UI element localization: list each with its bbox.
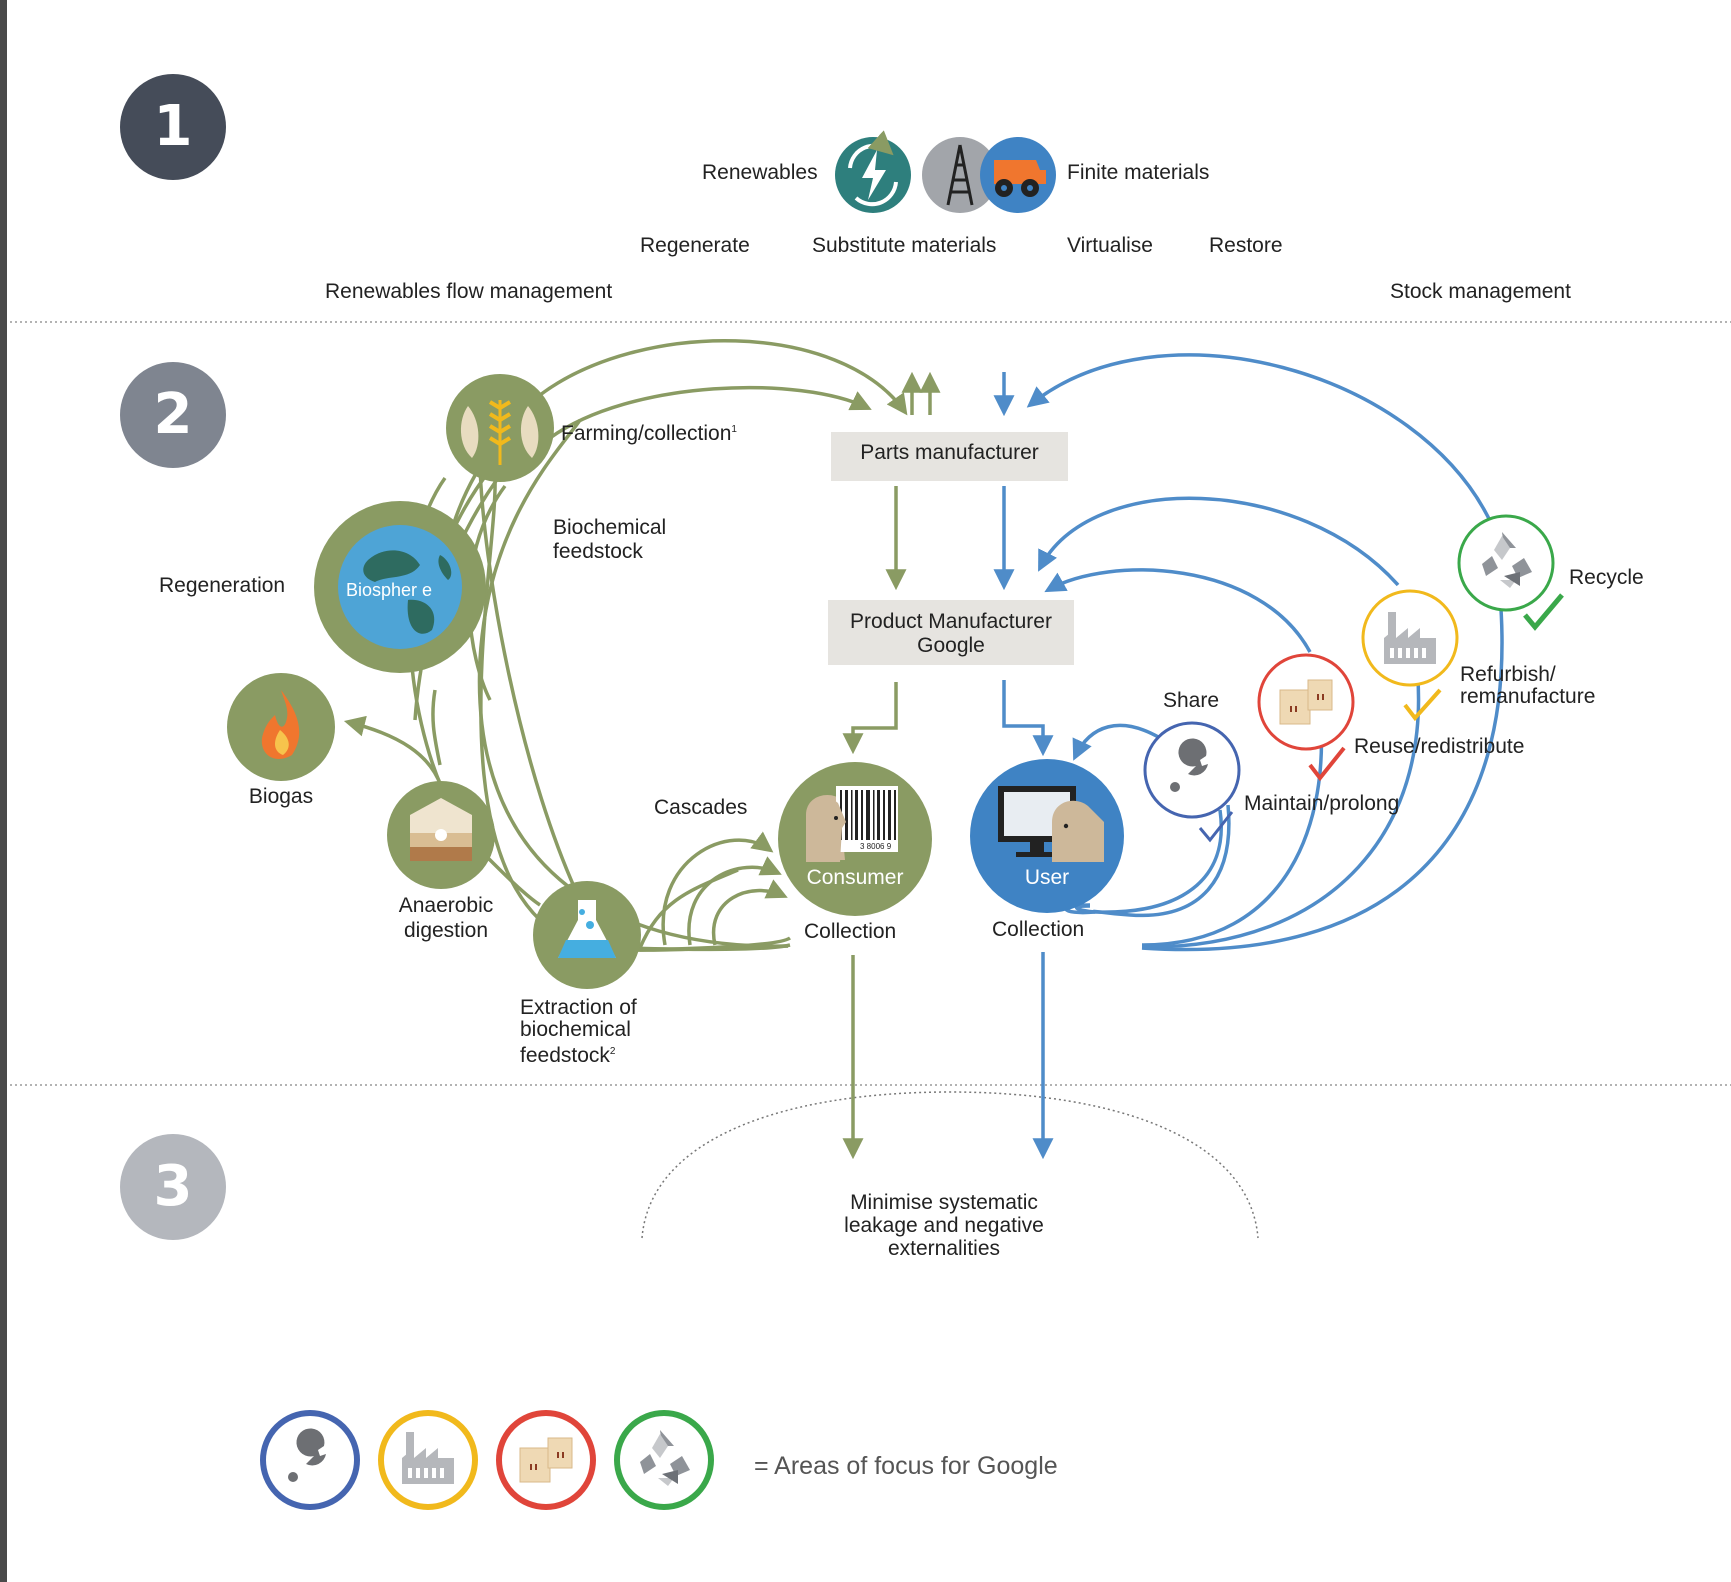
renewables-flow-label: Renewables flow management bbox=[325, 280, 613, 303]
green-flows bbox=[343, 338, 941, 1160]
extraction-line-3: feedstock2 bbox=[520, 1041, 637, 1067]
product-manufacturer-line-1: Product Manufacturer bbox=[850, 610, 1052, 633]
legend-boxes-icon bbox=[496, 1410, 596, 1510]
biochemical-loop bbox=[477, 419, 789, 948]
finite-materials-label: Finite materials bbox=[1067, 161, 1210, 184]
anaerobic-digestion-icon bbox=[387, 781, 495, 889]
anaerobic-line-2: digestion bbox=[403, 919, 489, 942]
extraction-flask-icon bbox=[533, 881, 641, 989]
regeneration-label: Regeneration bbox=[159, 574, 286, 597]
barcode-digits: 3 8006 9 bbox=[860, 842, 892, 851]
refurbish-line-1: Refurbish/ bbox=[1460, 663, 1556, 686]
refurbish-line-2: remanufacture bbox=[1460, 685, 1596, 708]
action-regenerate: Regenerate bbox=[640, 234, 750, 257]
section-2-badge: 2 bbox=[120, 362, 226, 468]
legend-recycle-icon bbox=[614, 1410, 714, 1510]
leakage-label: Minimise systematic leakage and negative… bbox=[800, 1191, 1088, 1260]
reuse-boxes-icon bbox=[1257, 653, 1355, 782]
page-left-edge bbox=[0, 0, 7, 1582]
reuse-label: Reuse/redistribute bbox=[1354, 735, 1525, 758]
oil-derrick-icon bbox=[922, 137, 998, 213]
section-3-badge: 3 bbox=[120, 1134, 226, 1240]
action-restore: Restore bbox=[1209, 234, 1283, 257]
parts-manufacturer-box bbox=[831, 432, 1068, 481]
consumer-icon bbox=[778, 762, 932, 916]
share-wrench-icon bbox=[1143, 721, 1241, 843]
anaerobic-line-1: Anaerobic bbox=[398, 894, 494, 917]
farming-text: Farming/collection bbox=[561, 422, 732, 445]
leakage-line-3: externalities bbox=[887, 1237, 1001, 1260]
biosphere-globe bbox=[314, 501, 486, 673]
leakage-line-2: leakage and negative bbox=[844, 1214, 1044, 1237]
farming-footnote: 1 bbox=[731, 424, 737, 435]
biochemical-line-1: Biochemical bbox=[553, 516, 667, 539]
refurbish-factory-icon bbox=[1361, 589, 1459, 722]
recycle-label: Recycle bbox=[1569, 566, 1644, 589]
biogas-label: Biogas bbox=[248, 785, 314, 808]
renewables-label: Renewables bbox=[702, 161, 818, 184]
collection-left-label: Collection bbox=[804, 920, 897, 943]
legend-wrench-icon bbox=[260, 1410, 360, 1510]
biogas-fire-icon bbox=[227, 673, 335, 781]
product-manufacturer-label: Product Manufacturer Google bbox=[828, 610, 1074, 658]
legend-factory-icon bbox=[378, 1410, 478, 1510]
cascades-label: Cascades bbox=[654, 796, 748, 819]
refurbish-label: Refurbish/ remanufacture bbox=[1460, 664, 1595, 708]
extraction-footnote: 2 bbox=[609, 1046, 616, 1057]
share-label: Share bbox=[1163, 689, 1220, 712]
farming-icon bbox=[446, 374, 554, 482]
extraction-line-1: Extraction of bbox=[520, 996, 637, 1019]
section-1-badge: 1 bbox=[120, 74, 226, 180]
product-manufacturer-line-2: Google bbox=[917, 634, 985, 657]
leakage-line-1: Minimise systematic bbox=[850, 1191, 1038, 1214]
extraction-label: Extraction of biochemical feedstock2 bbox=[520, 997, 637, 1067]
collection-right-label: Collection bbox=[992, 918, 1085, 941]
action-virtualise: Virtualise bbox=[1067, 234, 1153, 257]
action-substitute: Substitute materials bbox=[812, 234, 997, 257]
user-icon bbox=[970, 759, 1124, 913]
blue-flows bbox=[993, 353, 1504, 1160]
biochemical-feedstock-label: Biochemical feedstock bbox=[553, 516, 666, 564]
anaerobic-label: Anaerobic digestion bbox=[376, 893, 516, 943]
legend-text: = Areas of focus for Google bbox=[754, 1452, 1058, 1480]
extraction-line-3-text: feedstock bbox=[520, 1044, 610, 1067]
consumer-label: Consumer bbox=[806, 866, 904, 889]
farming-label: Farming/collection1 bbox=[561, 418, 737, 446]
recycle-icon bbox=[1457, 514, 1564, 631]
maintain-label: Maintain/prolong bbox=[1244, 792, 1400, 815]
leakage-dome bbox=[641, 1091, 1259, 1239]
user-label: User bbox=[1024, 866, 1070, 889]
parts-manufacturer-label: Parts manufacturer bbox=[860, 441, 1039, 464]
biochemical-line-2: feedstock bbox=[553, 540, 643, 563]
mining-truck-icon bbox=[980, 137, 1056, 213]
product-manufacturer-box bbox=[828, 600, 1074, 665]
biosphere-label: Biospher e bbox=[346, 580, 433, 600]
renewable-energy-icon bbox=[835, 130, 911, 213]
stock-management-label: Stock management bbox=[1390, 280, 1571, 303]
extraction-line-2: biochemical bbox=[520, 1018, 631, 1041]
